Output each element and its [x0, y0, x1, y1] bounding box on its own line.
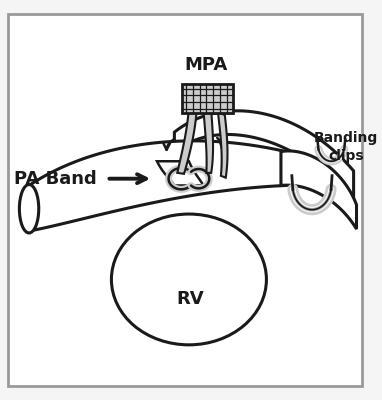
Text: Banding
clips: Banding clips: [314, 130, 378, 163]
Polygon shape: [29, 141, 286, 231]
Bar: [182, 84, 233, 113]
Polygon shape: [218, 113, 228, 178]
Polygon shape: [204, 110, 213, 173]
Polygon shape: [157, 161, 204, 186]
Polygon shape: [281, 151, 356, 229]
Polygon shape: [177, 108, 197, 174]
Text: RV: RV: [176, 290, 204, 308]
Text: MPA: MPA: [185, 56, 228, 74]
Ellipse shape: [19, 184, 39, 233]
Polygon shape: [175, 111, 354, 202]
Text: PA Band: PA Band: [14, 170, 97, 188]
Ellipse shape: [112, 214, 266, 345]
